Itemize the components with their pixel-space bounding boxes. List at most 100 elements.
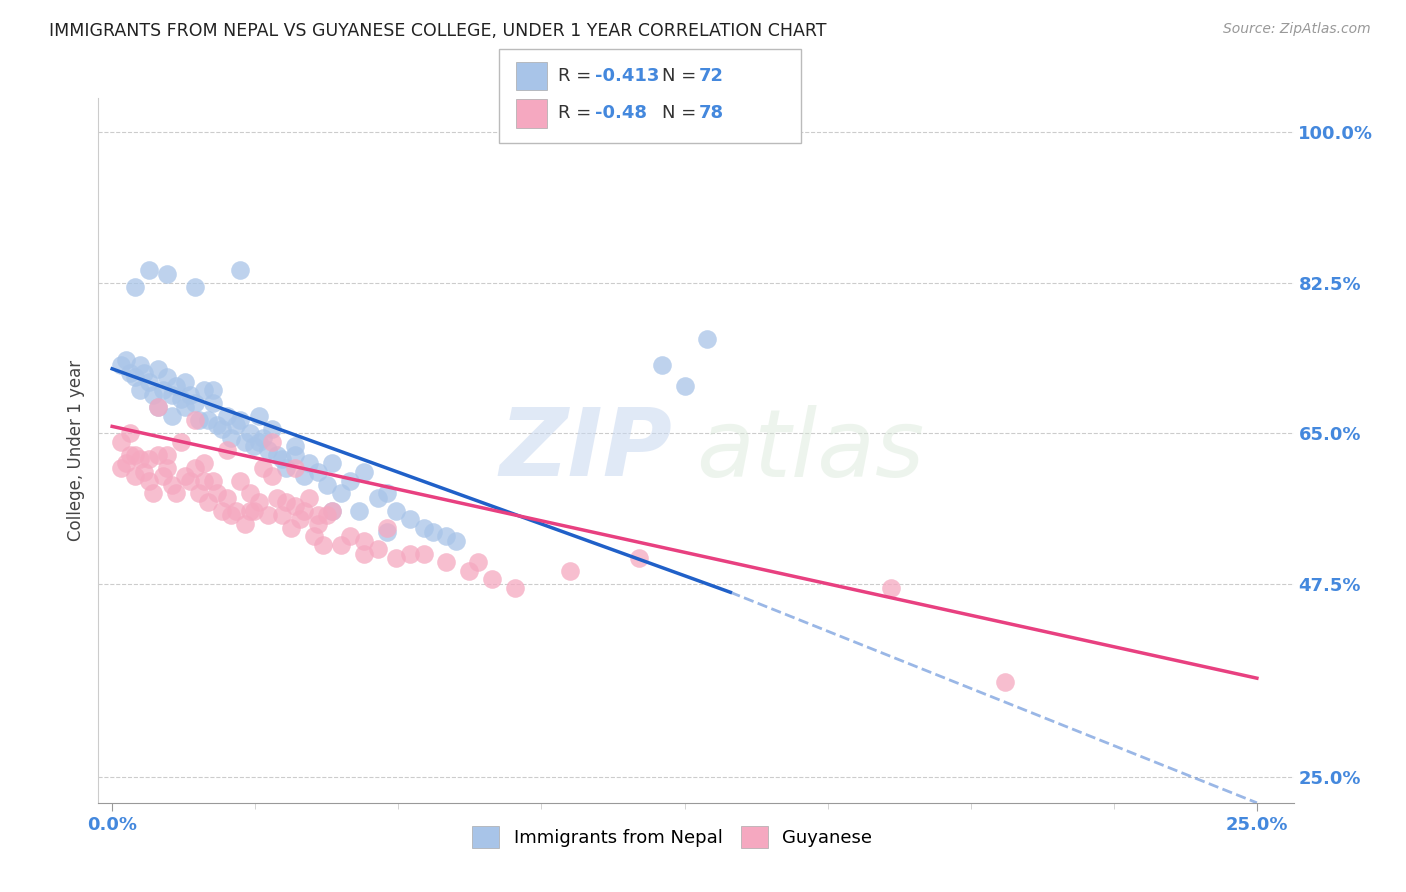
- Point: [307, 508, 329, 522]
- Point: [193, 456, 215, 470]
- Point: [302, 529, 325, 543]
- Point: [120, 426, 142, 441]
- Legend: Immigrants from Nepal, Guyanese: Immigrants from Nepal, Guyanese: [463, 817, 882, 857]
- Point: [353, 533, 375, 548]
- Point: [183, 280, 205, 294]
- Point: [367, 491, 389, 505]
- Point: [124, 370, 146, 384]
- Point: [243, 503, 266, 517]
- Point: [321, 503, 343, 517]
- Point: [134, 465, 156, 479]
- Point: [330, 538, 353, 552]
- Point: [211, 503, 233, 517]
- Point: [503, 581, 526, 595]
- Point: [270, 508, 292, 522]
- Point: [238, 426, 260, 441]
- Point: [146, 361, 169, 376]
- Point: [193, 384, 215, 398]
- Text: atlas: atlas: [696, 405, 924, 496]
- Point: [128, 452, 150, 467]
- Point: [115, 353, 138, 368]
- Point: [298, 491, 321, 505]
- Point: [152, 469, 174, 483]
- Point: [481, 573, 503, 587]
- Point: [229, 474, 252, 488]
- Point: [201, 396, 224, 410]
- Point: [142, 486, 165, 500]
- Point: [110, 460, 132, 475]
- Point: [170, 434, 193, 449]
- Text: 72: 72: [699, 67, 724, 85]
- Point: [312, 538, 335, 552]
- Point: [321, 503, 343, 517]
- Point: [256, 443, 278, 458]
- Point: [276, 495, 298, 509]
- Point: [233, 516, 256, 531]
- Point: [247, 409, 270, 423]
- Text: N =: N =: [662, 67, 702, 85]
- Point: [138, 263, 160, 277]
- Point: [146, 401, 169, 415]
- Point: [558, 564, 581, 578]
- Point: [128, 384, 150, 398]
- Point: [179, 474, 201, 488]
- Point: [294, 469, 316, 483]
- Point: [243, 439, 266, 453]
- Point: [353, 465, 375, 479]
- Point: [284, 439, 307, 453]
- Point: [197, 495, 219, 509]
- Point: [183, 396, 205, 410]
- Point: [110, 434, 132, 449]
- Point: [174, 469, 197, 483]
- Point: [252, 460, 274, 475]
- Point: [179, 387, 201, 401]
- Point: [152, 384, 174, 398]
- Point: [412, 521, 434, 535]
- Point: [207, 417, 229, 432]
- Point: [467, 555, 489, 569]
- Point: [444, 533, 467, 548]
- Point: [238, 486, 260, 500]
- Point: [458, 564, 481, 578]
- Point: [174, 401, 197, 415]
- Point: [156, 448, 179, 462]
- Point: [225, 503, 247, 517]
- Point: [321, 456, 343, 470]
- Point: [219, 431, 242, 445]
- Point: [247, 495, 270, 509]
- Text: -0.413: -0.413: [595, 67, 659, 85]
- Point: [288, 512, 311, 526]
- Point: [193, 474, 215, 488]
- Point: [207, 486, 229, 500]
- Point: [316, 478, 339, 492]
- Point: [146, 448, 169, 462]
- Point: [262, 434, 284, 449]
- Point: [307, 516, 329, 531]
- Point: [138, 452, 160, 467]
- Point: [142, 387, 165, 401]
- Point: [294, 503, 316, 517]
- Point: [134, 366, 156, 380]
- Point: [156, 460, 179, 475]
- Text: R =: R =: [558, 67, 598, 85]
- Point: [120, 366, 142, 380]
- Point: [284, 460, 307, 475]
- Point: [124, 469, 146, 483]
- Point: [398, 512, 420, 526]
- Point: [138, 375, 160, 389]
- Point: [170, 392, 193, 406]
- Point: [215, 443, 238, 458]
- Point: [252, 431, 274, 445]
- Point: [201, 474, 224, 488]
- Point: [307, 465, 329, 479]
- Point: [124, 448, 146, 462]
- Point: [115, 456, 138, 470]
- Text: -0.48: -0.48: [595, 104, 647, 122]
- Point: [270, 452, 292, 467]
- Point: [156, 370, 179, 384]
- Point: [330, 486, 353, 500]
- Point: [353, 547, 375, 561]
- Point: [398, 547, 420, 561]
- Point: [696, 332, 718, 346]
- Point: [219, 508, 242, 522]
